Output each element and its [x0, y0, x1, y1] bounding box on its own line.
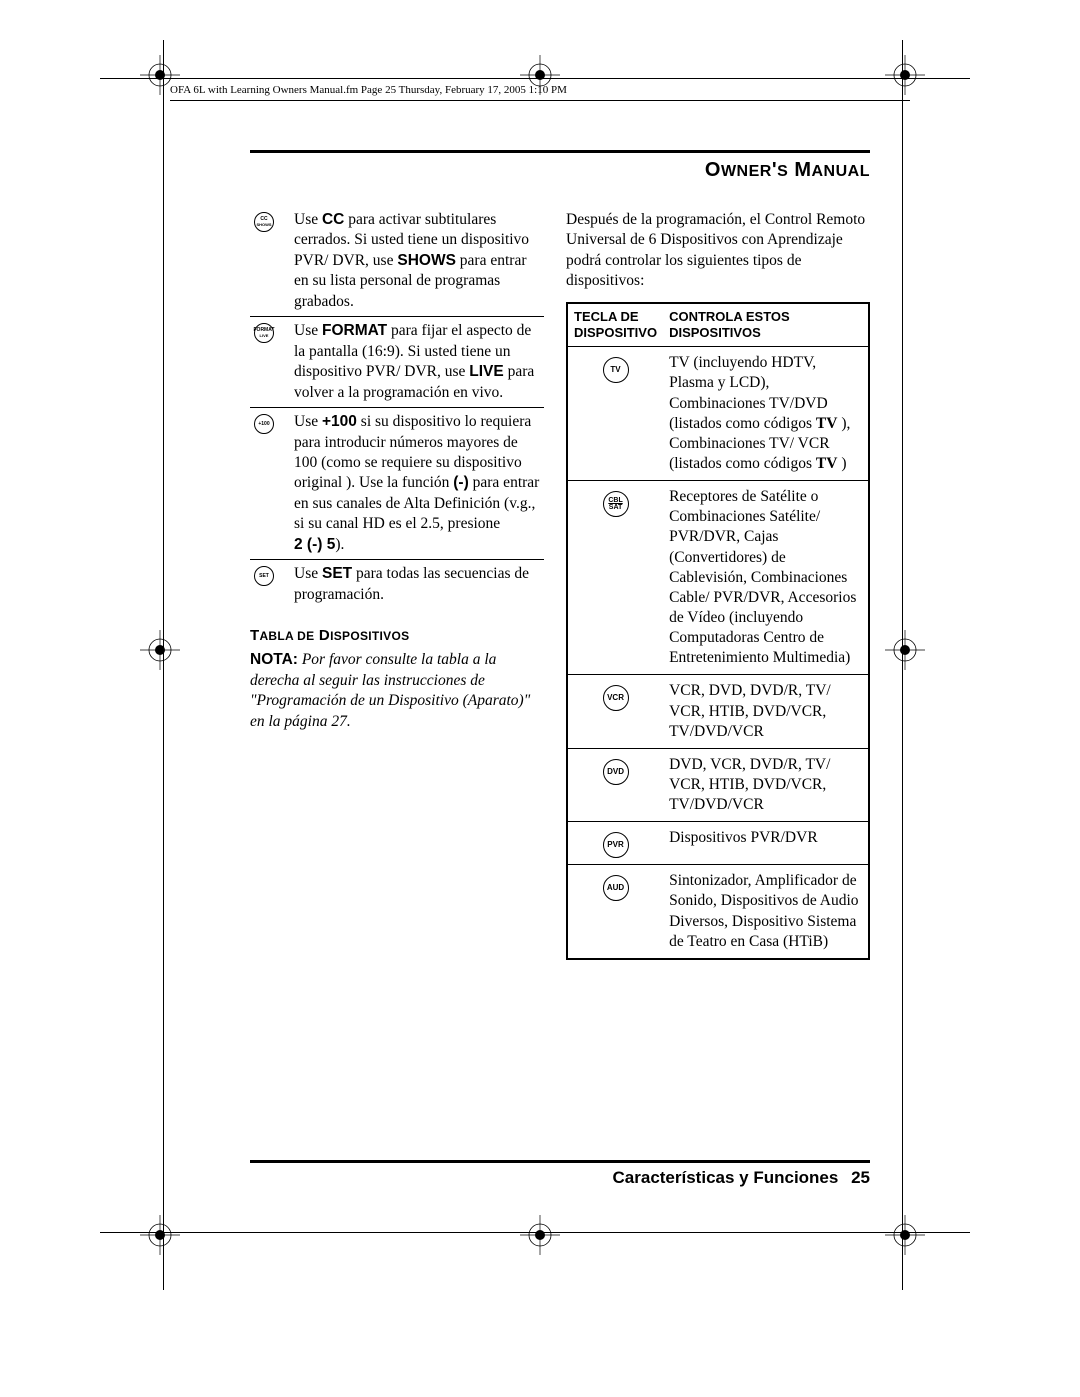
key-icon-cell: SET [250, 564, 294, 605]
device-controls-cell: DVD, VCR, DVD/R, TV/ VCR, HTIB, DVD/VCR,… [663, 748, 868, 821]
registration-mark-icon [885, 630, 925, 670]
device-key-cell: DVD [568, 748, 663, 821]
th-controla-2: DISPOSITIVOS [669, 325, 761, 340]
key-description: Use +100 si su dispositivo lo requiera p… [294, 412, 544, 555]
key-row: FORMATLIVE Use FORMAT para fijar el aspec… [250, 316, 544, 407]
title-rule [250, 150, 870, 153]
section-heading-tabla: TABLA DE DISPOSITIVOS [250, 627, 544, 644]
device-controls-cell: Dispositivos PVR/DVR [663, 822, 868, 865]
key-icon-cell: +100 [250, 412, 294, 555]
key-description: Use CC para activar subtitulares cerrado… [294, 210, 544, 312]
device-key-cell: TV [568, 347, 663, 481]
device-table: TECLA DE DISPOSITIVO CONTROLA ESTOS DISP… [566, 302, 870, 960]
nota-paragraph: NOTA: Por favor consulte la tabla a la d… [250, 650, 544, 732]
pvr-key-icon: PVR [603, 832, 629, 858]
page-body: OWNER'S MANUAL CCSHOWS Use CC para activa… [250, 150, 870, 960]
table-row: AUD Sintonizador, Amplificador de Sonido,… [568, 865, 868, 958]
footer-page: 25 [851, 1168, 870, 1187]
device-key-cell: AUD [568, 865, 663, 958]
dvd-key-icon: DVD [603, 759, 629, 785]
cc-icon: CCSHOWS [254, 212, 274, 232]
th-tecla-2: DISPOSITIVO [574, 325, 657, 340]
device-key-cell: CBLSAT [568, 481, 663, 675]
registration-mark-icon [140, 1215, 180, 1255]
th-controla-1: CONTROLA ESTOS [669, 309, 790, 324]
nota-label: NOTA: [250, 651, 298, 668]
key-description: Use FORMAT para fijar el aspecto de la p… [294, 321, 544, 403]
device-key-cell: PVR [568, 822, 663, 865]
format-icon: FORMATLIVE [254, 323, 274, 343]
table-row: DVD DVD, VCR, DVD/R, TV/ VCR, HTIB, DVD/V… [568, 748, 868, 821]
key-description: Use SET para todas las secuencias de pro… [294, 564, 544, 605]
footer-rule [250, 1160, 870, 1163]
cbl-sat-key-icon: CBLSAT [603, 491, 629, 517]
aud-key-icon: AUD [603, 875, 629, 901]
key-row: SET Use SET para todas las secuencias de … [250, 559, 544, 609]
table-row: VCR VCR, DVD, DVD/R, TV/ VCR, HTIB, DVD/V… [568, 675, 868, 748]
registration-mark-icon [140, 630, 180, 670]
key-row: +100 Use +100 si su dispositivo lo requie… [250, 407, 544, 559]
device-controls-cell: TV (incluyendo HDTV, Plasma y LCD), Comb… [663, 347, 868, 481]
table-row: PVR Dispositivos PVR/DVR [568, 822, 868, 865]
th-tecla-1: TECLA DE [574, 309, 639, 324]
device-controls-cell: Receptores de Satélite o Combinaciones S… [663, 481, 868, 675]
tv-key-icon: TV [603, 357, 629, 383]
key-icon-cell: FORMATLIVE [250, 321, 294, 403]
footer-section: Características y Funciones [613, 1168, 839, 1187]
registration-mark-icon [885, 1215, 925, 1255]
key-icon-cell: CCSHOWS [250, 210, 294, 312]
right-column: Después de la programación, el Control R… [566, 210, 870, 960]
+100-icon: +100 [254, 414, 274, 434]
set-icon: SET [254, 566, 274, 586]
table-row: CBLSAT Receptores de Satélite o Combinaci… [568, 481, 868, 675]
device-key-cell: VCR [568, 675, 663, 748]
running-head: OFA 6L with Learning Owners Manual.fm Pa… [170, 84, 910, 96]
vcr-key-icon: VCR [603, 685, 629, 711]
footer-text: Características y Funciones 25 [250, 1168, 870, 1188]
registration-mark-icon [520, 1215, 560, 1255]
left-column: CCSHOWS Use CC para activar subtitulares … [250, 210, 544, 960]
right-intro: Después de la programación, el Control R… [566, 210, 870, 292]
owners-manual-title: OWNER'S MANUAL [250, 159, 870, 182]
key-row: CCSHOWS Use CC para activar subtitulares … [250, 210, 544, 316]
device-controls-cell: Sintonizador, Amplificador de Sonido, Di… [663, 865, 868, 958]
device-controls-cell: VCR, DVD, DVD/R, TV/ VCR, HTIB, DVD/VCR,… [663, 675, 868, 748]
table-row: TV TV (incluyendo HDTV, Plasma y LCD), Co… [568, 347, 868, 481]
header-rule [170, 100, 910, 101]
